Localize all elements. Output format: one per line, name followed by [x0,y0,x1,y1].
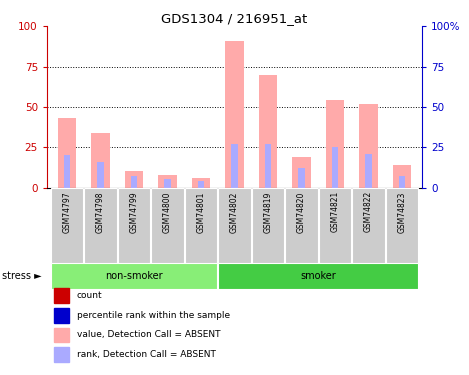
Text: GSM74820: GSM74820 [297,191,306,232]
Bar [158,175,177,188]
Bar [359,104,378,188]
Text: GSM74802: GSM74802 [230,191,239,232]
FancyBboxPatch shape [386,188,418,262]
FancyBboxPatch shape [51,188,83,262]
Bar [365,154,371,188]
Bar [54,308,69,322]
Text: GSM74799: GSM74799 [129,191,138,233]
Bar [393,165,411,188]
Bar [91,133,110,188]
Bar [165,180,171,188]
Text: count: count [77,291,103,300]
Bar [225,41,244,188]
Title: GDS1304 / 216951_at: GDS1304 / 216951_at [161,12,308,25]
Bar [326,100,344,188]
Bar [131,176,137,188]
FancyBboxPatch shape [51,262,217,289]
Bar [54,347,69,362]
FancyBboxPatch shape [118,188,150,262]
FancyBboxPatch shape [286,188,318,262]
Text: GSM74821: GSM74821 [331,191,340,232]
Text: GSM74800: GSM74800 [163,191,172,233]
Bar [54,327,69,342]
Bar [192,178,210,188]
Bar [232,144,237,188]
FancyBboxPatch shape [252,188,284,262]
Bar [125,171,143,188]
Text: GSM74798: GSM74798 [96,191,105,233]
Text: rank, Detection Call = ABSENT: rank, Detection Call = ABSENT [77,350,216,359]
Bar [399,176,405,188]
Text: value, Detection Call = ABSENT: value, Detection Call = ABSENT [77,330,220,339]
Bar [265,144,271,188]
FancyBboxPatch shape [319,188,351,262]
Text: GSM74797: GSM74797 [62,191,71,233]
FancyBboxPatch shape [219,188,250,262]
Bar [259,75,277,188]
FancyBboxPatch shape [219,262,418,289]
FancyBboxPatch shape [84,188,117,262]
FancyBboxPatch shape [151,188,183,262]
Text: GSM74822: GSM74822 [364,191,373,232]
Bar [292,157,310,188]
Bar [198,181,204,188]
Text: stress ►: stress ► [2,271,42,280]
Bar [58,118,76,188]
Bar [298,168,304,188]
Bar [98,162,104,188]
Text: GSM74819: GSM74819 [264,191,272,232]
Text: percentile rank within the sample: percentile rank within the sample [77,310,230,320]
Bar [54,288,69,303]
Text: smoker: smoker [300,271,336,280]
Text: non-smoker: non-smoker [105,271,163,280]
Bar [332,147,338,188]
FancyBboxPatch shape [185,188,217,262]
Text: GSM74801: GSM74801 [197,191,205,232]
Bar [64,155,70,188]
FancyBboxPatch shape [352,188,385,262]
Text: GSM74823: GSM74823 [398,191,407,232]
